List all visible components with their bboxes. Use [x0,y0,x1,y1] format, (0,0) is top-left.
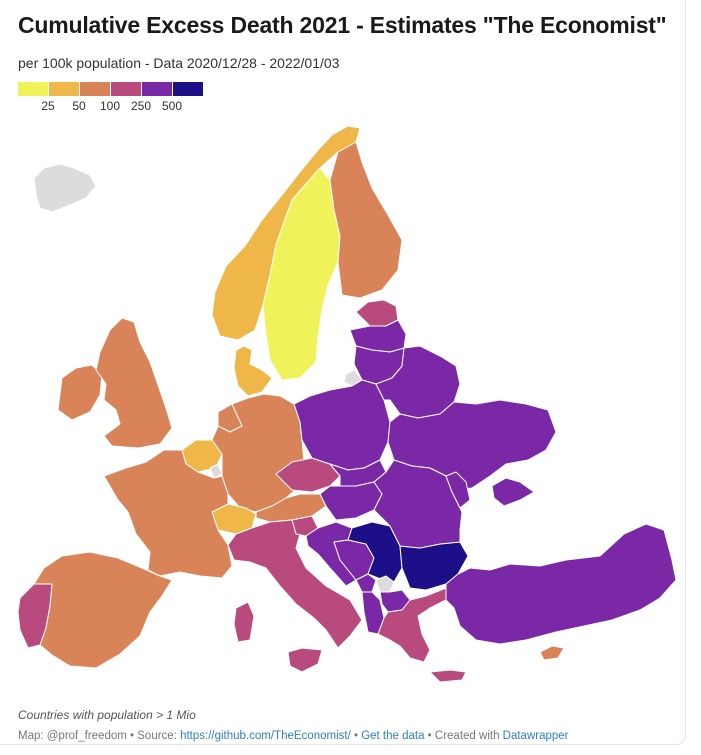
country-sicily[interactable] [287,647,323,673]
europe-map [17,125,677,683]
country-italy[interactable] [227,519,363,649]
get-data-link[interactable]: Get the data [361,730,425,742]
country-spain[interactable] [33,551,173,669]
country-ireland[interactable] [57,364,103,421]
legend-swatch-5 [173,82,203,96]
country-estonia[interactable] [355,299,399,327]
country-kosovo[interactable] [375,575,395,593]
chart-title: Cumulative Excess Death 2021 - Estimates… [18,12,667,38]
country-hungary[interactable] [319,481,383,521]
chart-subtitle: per 100k population - Data 2020/12/28 - … [18,55,340,71]
credit-separator: • [350,730,362,742]
country-france[interactable] [103,449,233,579]
country-united-kingdom[interactable] [95,317,173,449]
legend-tick-250: 250 [130,99,152,113]
country-sardinia[interactable] [233,601,255,643]
credits-line: Map: @prof_freedom • Source: https://git… [18,730,569,742]
source-link[interactable]: https://github.com/TheEconomist/ [180,730,351,742]
country-crimea[interactable] [491,477,535,507]
legend-swatch-3 [111,82,141,96]
color-legend: 25 50 100 250 500 [18,82,218,116]
credit-separator: • Created with [424,730,503,742]
legend-swatch-4 [142,82,172,96]
credit-separator: • Source: [126,730,181,742]
legend-tick-25: 25 [41,99,55,113]
country-cyprus[interactable] [539,645,565,661]
country-crete[interactable] [429,669,467,683]
country-greece[interactable] [377,587,447,663]
legend-tick-500: 500 [161,99,183,113]
country-moldova[interactable] [445,471,471,509]
legend-swatch-1 [49,82,79,96]
country-denmark[interactable] [233,345,273,397]
legend-swatch-2 [80,82,110,96]
country-switzerland[interactable] [211,503,257,535]
country-sweden[interactable] [262,167,341,381]
credit-map-author: Map: @prof_freedom [18,730,127,742]
datawrapper-link[interactable]: Datawrapper [502,730,569,742]
country-finland[interactable] [329,141,403,299]
country-montenegro[interactable] [355,573,377,593]
chart-card: Cumulative Excess Death 2021 - Estimates… [0,0,686,745]
population-note: Countries with population > 1 Mio [18,708,196,722]
legend-tick-50: 50 [72,99,86,113]
legend-swatch-0 [18,82,48,96]
country-turkey[interactable] [445,523,677,645]
country-poland[interactable] [293,379,391,471]
country-iceland[interactable] [33,163,97,213]
legend-tick-100: 100 [99,99,121,113]
